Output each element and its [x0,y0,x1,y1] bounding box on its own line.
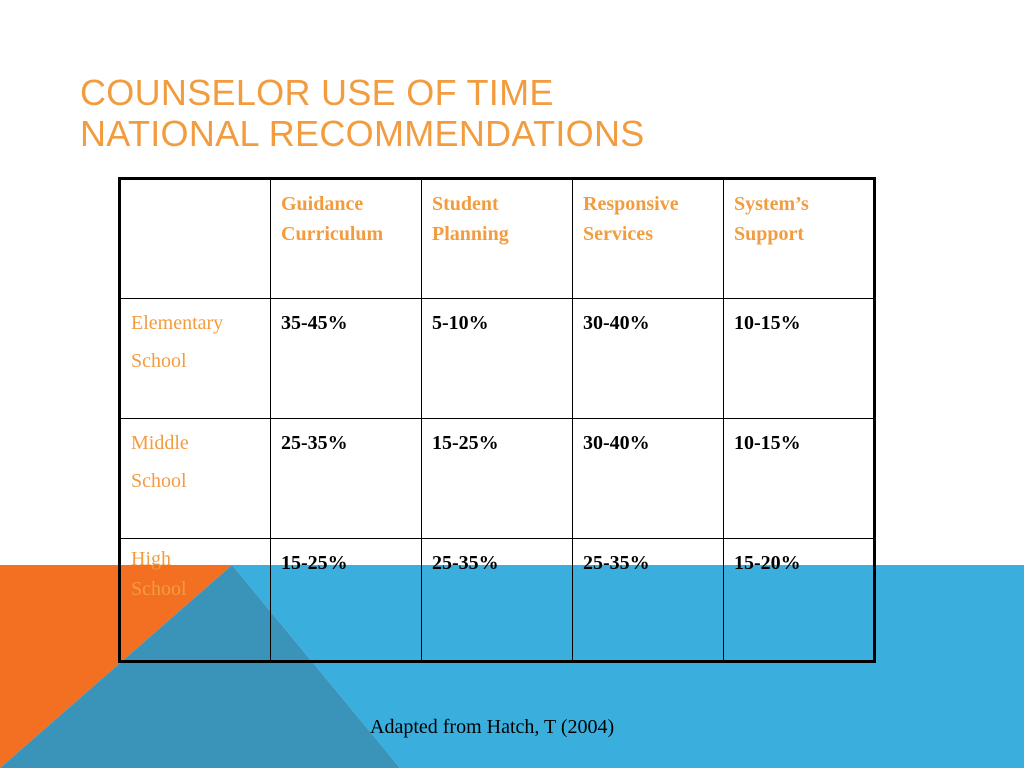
table-row: Middle School 25-35% 15-25% 30-40% 10-15… [119,418,875,539]
table-cell: 15-20% [723,538,875,662]
table-row: Elementary School 35-45% 5-10% 30-40% 10… [119,298,875,419]
recommendations-table: Guidance Curriculum Student Planning Res… [118,177,876,663]
table-cell: 15-25% [421,418,573,539]
title-line-1: Counselor Use of Time [80,72,554,113]
row-label-high-school: High School [119,538,271,662]
table-cell: 10-15% [723,298,875,419]
header-guidance-curriculum: Guidance Curriculum [270,178,422,299]
table-cell: 15-25% [270,538,422,662]
header-responsive-services: Responsive Services [572,178,724,299]
row-label-elementary-school: Elementary School [119,298,271,419]
table-cell: 35-45% [270,298,422,419]
source-caption: Adapted from Hatch, T (2004) [370,716,615,738]
table-row: High School 15-25% 25-35% 25-35% 15-20% [119,538,875,662]
row-label-middle-school: Middle School [119,418,271,539]
corner-cell [119,178,271,299]
table-header-row: Guidance Curriculum Student Planning Res… [119,178,875,299]
table-cell: 30-40% [572,418,724,539]
header-student-planning: Student Planning [421,178,573,299]
overlap-triangle-shape [0,565,400,768]
slide-title: Counselor Use of Time National Recommend… [80,72,645,154]
header-systems-support: System’s Support [723,178,875,299]
table-cell: 25-35% [270,418,422,539]
table-cell: 25-35% [421,538,573,662]
table-cell: 30-40% [572,298,724,419]
title-line-2: National Recommendations [80,113,645,154]
table-cell: 25-35% [572,538,724,662]
table-cell: 5-10% [421,298,573,419]
table-cell: 10-15% [723,418,875,539]
